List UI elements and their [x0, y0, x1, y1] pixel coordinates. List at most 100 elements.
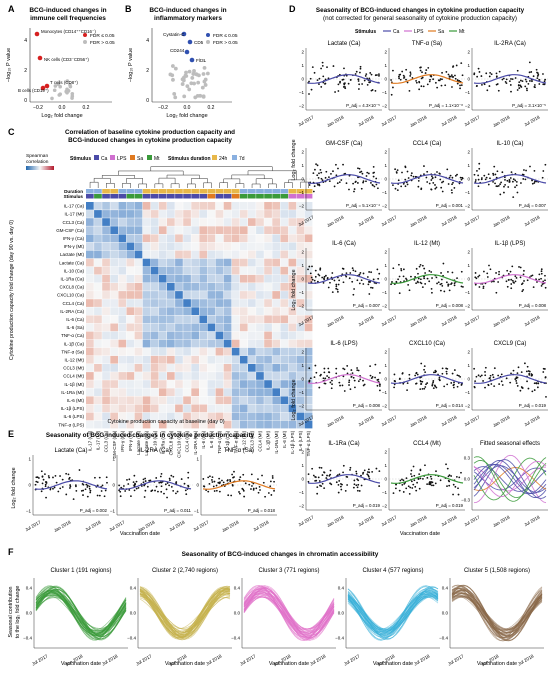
data-point — [393, 373, 396, 376]
data-point — [448, 176, 451, 179]
panel-b-xtick: 0.0 — [184, 105, 191, 111]
data-point — [88, 485, 91, 488]
heatmap-cell — [102, 339, 110, 348]
subplot-title: IL-1β (LPS) — [495, 241, 526, 247]
heatmap-cell — [94, 339, 102, 348]
heatmap-cell — [191, 355, 199, 364]
heatmap-cell — [191, 388, 199, 396]
heatmap-cell — [126, 420, 135, 429]
x-tick-label: Jul 2018 — [357, 214, 375, 227]
data-point — [535, 382, 538, 384]
heatmap-cell — [142, 291, 151, 299]
data-point — [329, 469, 332, 472]
data-point — [441, 78, 443, 81]
x-tick-label: Jul 2018 — [357, 514, 375, 527]
nonsig-point — [52, 88, 57, 93]
heatmap-row-label: TNF-α (LPS) — [58, 422, 84, 427]
data-point — [86, 495, 89, 498]
region-curve — [139, 589, 231, 637]
data-point — [544, 163, 547, 166]
heatmap-cell — [248, 404, 256, 413]
data-point — [202, 478, 205, 480]
data-point — [521, 290, 524, 293]
x-tick-label: Jul 2018 — [413, 653, 431, 666]
panel-c-xlabel: Cytokine production capacity at baseline… — [107, 419, 224, 425]
y-tick-label: −2 — [465, 404, 471, 409]
data-point — [428, 482, 431, 485]
heatmap-col-label: IL-1Ra (Mt) — [274, 430, 279, 453]
data-point — [401, 478, 403, 481]
data-point — [250, 473, 253, 476]
data-point — [420, 380, 422, 383]
nonsig-points — [50, 79, 75, 101]
data-point — [118, 489, 121, 492]
data-point — [490, 73, 493, 76]
stimulus-annot-cell — [280, 194, 289, 199]
data-point — [119, 490, 122, 493]
heatmap-col-label: IL-6 (Ca) — [201, 430, 206, 448]
heatmap-cell — [304, 388, 313, 396]
data-point — [477, 374, 480, 377]
data-point — [378, 272, 381, 275]
data-point — [371, 470, 374, 473]
data-point — [439, 178, 442, 181]
heatmap-cell — [150, 202, 159, 210]
y-tick-label: 2 — [467, 150, 470, 155]
heatmap-cell — [150, 347, 159, 356]
data-point — [361, 83, 364, 85]
data-point — [321, 179, 324, 182]
data-point — [369, 81, 372, 83]
heatmap-cell — [215, 420, 224, 429]
y-tick-label: −2 — [299, 504, 305, 509]
subplot-title: IL-2RA (Ca) — [139, 448, 171, 454]
data-point — [540, 270, 543, 273]
nonsig-point — [64, 89, 68, 94]
panel-d-title-1: Seasonality of BCG-induced changes in cy… — [316, 7, 525, 14]
heatmap-cell — [126, 315, 135, 324]
heatmap-cell — [142, 315, 151, 324]
data-point — [354, 270, 357, 273]
data-point — [542, 371, 545, 373]
heatmap-cell — [239, 412, 248, 421]
data-point — [137, 486, 140, 489]
data-point — [538, 273, 541, 276]
data-point — [348, 188, 350, 191]
x-tick-label: Jul 2018 — [357, 114, 375, 127]
x-tick-label: Jul 2017 — [380, 214, 398, 227]
heatmap-cell — [94, 372, 102, 380]
data-point — [244, 482, 247, 485]
data-point — [405, 487, 408, 490]
data-point — [168, 479, 171, 482]
heatmap-cell — [118, 274, 127, 283]
data-point — [452, 483, 455, 486]
x-tick-label: Jul 2017 — [31, 653, 49, 666]
data-point — [150, 490, 153, 492]
data-point — [213, 480, 216, 483]
heatmap-cell — [102, 226, 110, 234]
data-point — [338, 480, 341, 482]
nonsig-point — [201, 94, 206, 99]
heatmap-cell — [183, 299, 191, 307]
data-point — [401, 372, 404, 374]
heatmap-cell — [264, 420, 272, 429]
data-point — [533, 389, 536, 391]
heatmap-cell — [102, 380, 110, 388]
x-tick-label: Jul 2017 — [447, 653, 465, 666]
data-point — [426, 483, 429, 486]
x-tick-label: Jul 2017 — [380, 414, 398, 427]
data-point — [535, 68, 538, 71]
data-point — [436, 86, 439, 89]
data-point — [453, 282, 456, 285]
nonsig-point — [189, 81, 194, 86]
heatmap-cell — [296, 218, 305, 226]
heatmap-cell — [215, 339, 224, 348]
heatmap-cell — [175, 380, 183, 388]
heatmap-cell — [239, 291, 248, 299]
x-tick-label: Jan 2018 — [492, 514, 511, 528]
data-point — [44, 483, 47, 486]
data-point — [478, 167, 481, 170]
data-point — [158, 481, 161, 484]
heatmap-row-label: IL-17 (Mt) — [64, 212, 84, 217]
